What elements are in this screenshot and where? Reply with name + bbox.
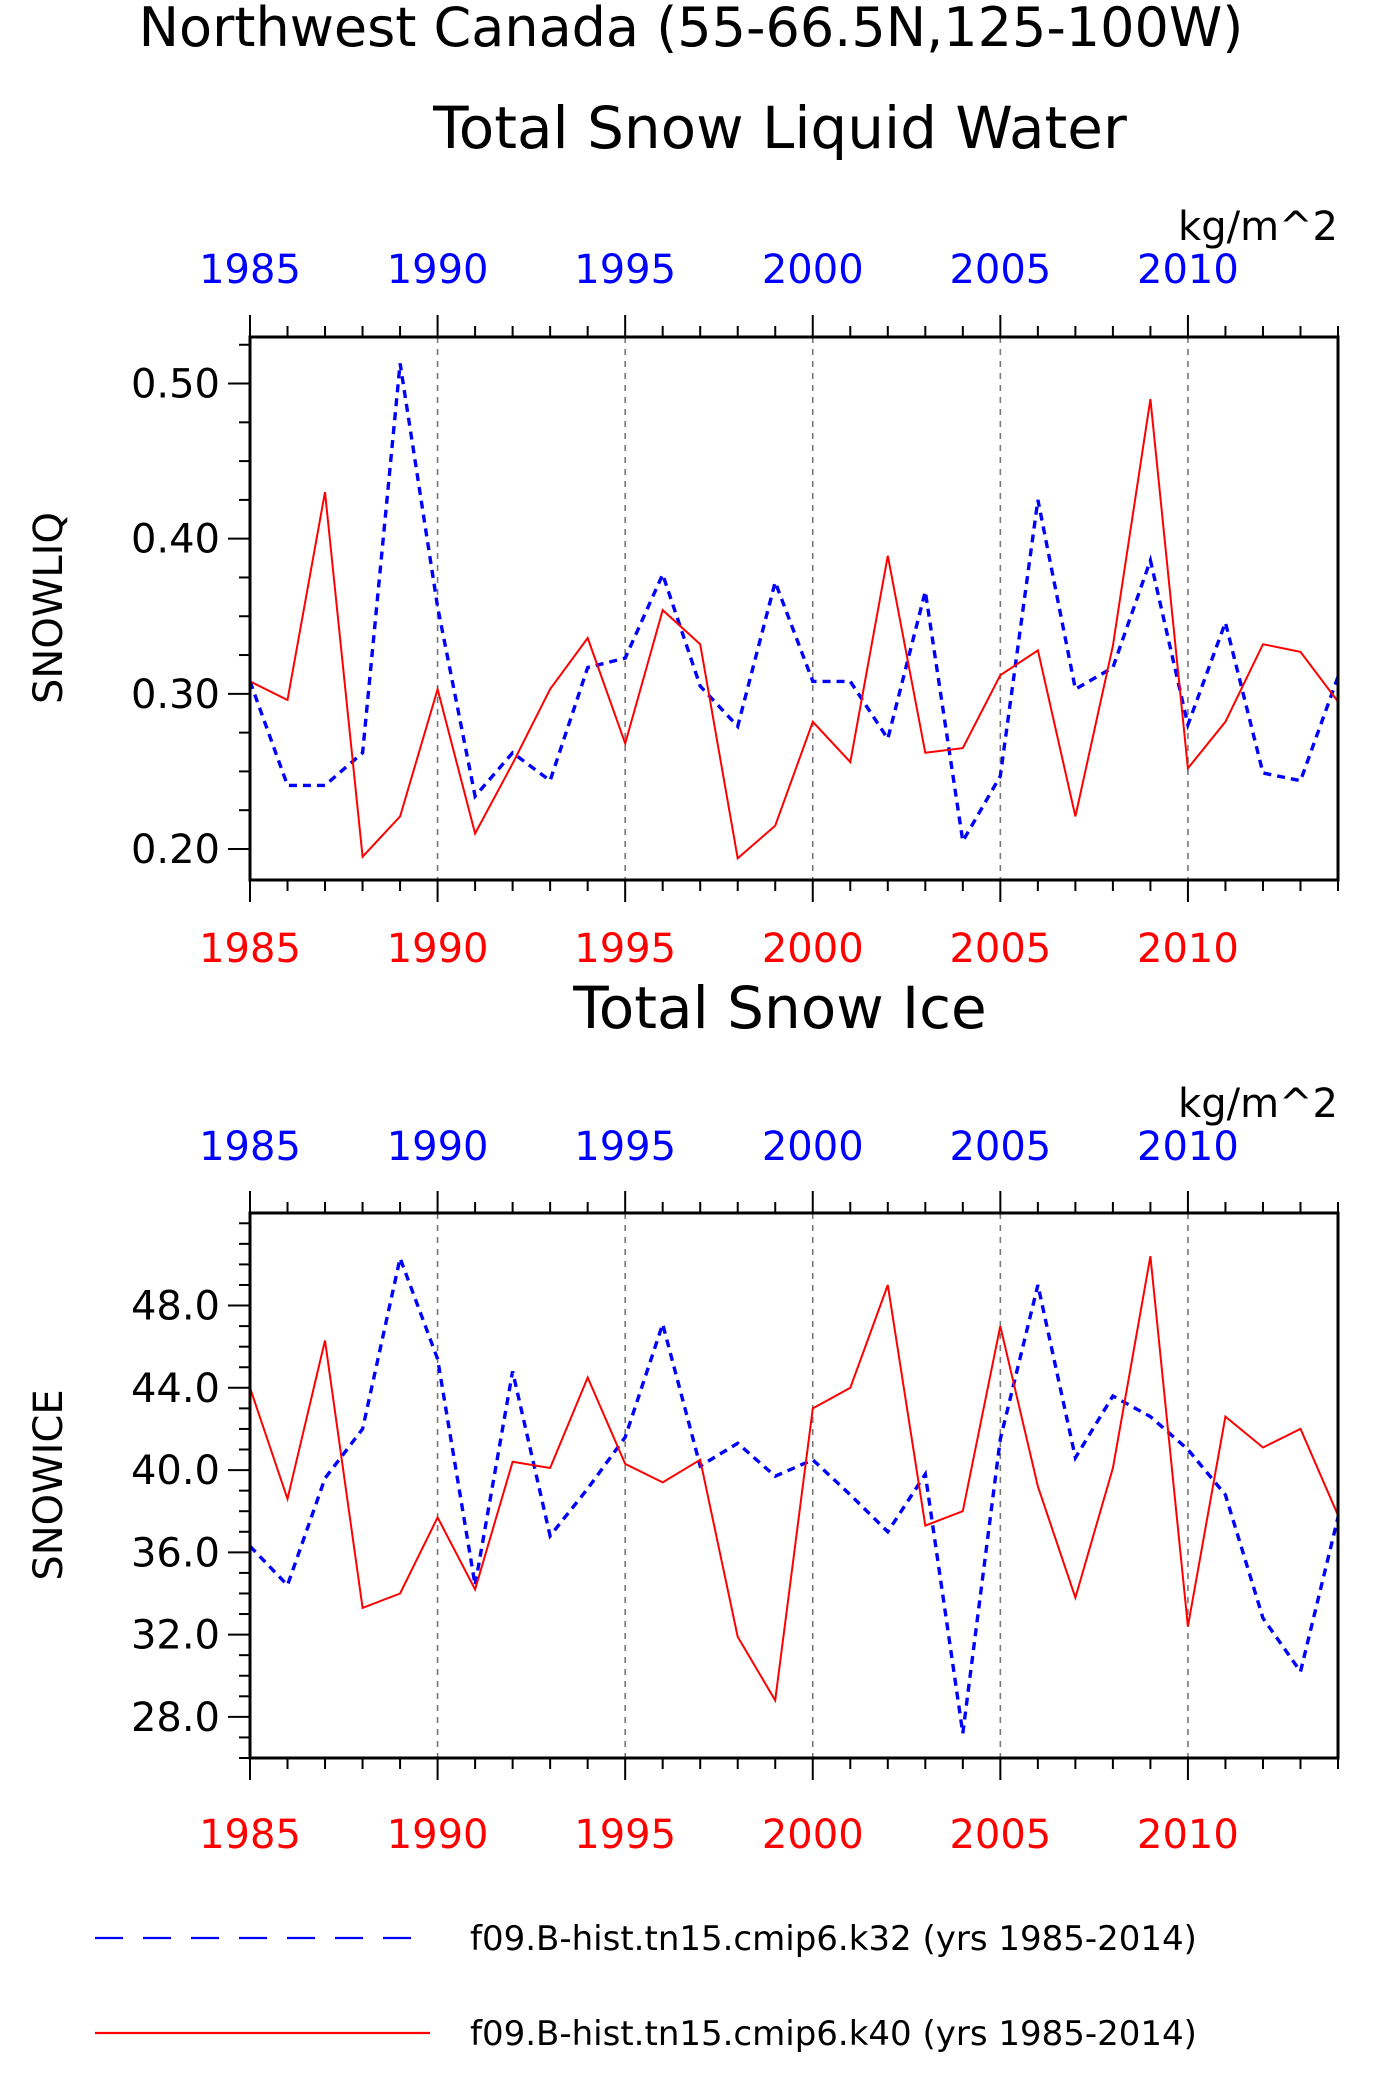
y-tick-label: 44.0 <box>131 1366 220 1412</box>
panel-title: Total Snow Liquid Water <box>432 94 1127 162</box>
series-line-k40 <box>249 1256 1339 1704</box>
y-axis-label: SNOWLIQ <box>26 512 72 704</box>
snowice-panel: Total Snow Ice kg/m^2 SNOWICE 1985 1985 1990 1… <box>26 974 1340 1858</box>
y-axis-label: SNOWICE <box>26 1389 72 1580</box>
x-tick-label-top: 1990 <box>387 247 489 293</box>
x-tick-label-bottom: 1990 <box>387 926 489 972</box>
series-line-k32 <box>248 1252 1340 1734</box>
series-line-k40 <box>249 398 1339 861</box>
x-tick-label-top: 2010 <box>1137 247 1239 293</box>
x-tick-label-top: 1990 <box>387 1124 489 1170</box>
x-tick-label-top: 1995 <box>574 247 676 293</box>
plot-frame <box>248 335 1340 882</box>
units-label: kg/m^2 <box>1178 204 1338 250</box>
y-tick-label: 32.0 <box>131 1613 220 1659</box>
y-tick-label: 48.0 <box>131 1284 220 1330</box>
x-tick-label-top: 2005 <box>949 247 1051 293</box>
panel-title: Total Snow Ice <box>572 974 987 1042</box>
x-tick-label-top: 1985 <box>199 1124 301 1170</box>
x-tick-label-bottom: 2005 <box>949 926 1051 972</box>
x-tick-label-bottom: 1990 <box>387 1812 489 1858</box>
x-tick-label-bottom: 2005 <box>949 1812 1051 1858</box>
x-tick-label-bottom: 2000 <box>762 926 864 972</box>
x-tick-label-top: 2005 <box>949 1124 1051 1170</box>
x-tick-label-bottom: 2010 <box>1137 1812 1239 1858</box>
x-tick-label-bottom: 2010 <box>1137 926 1239 972</box>
series-line-k32 <box>248 363 1340 847</box>
legend-label: f09.B-hist.tn15.cmip6.k40 (yrs 1985-2014… <box>470 2014 1197 2054</box>
x-tick-label-top: 2000 <box>762 1124 864 1170</box>
x-tick-label-top: 1995 <box>574 1124 676 1170</box>
plot-frame <box>248 1211 1340 1760</box>
x-tick-label-bottom: 2000 <box>762 1812 864 1858</box>
legend-label: f09.B-hist.tn15.cmip6.k32 (yrs 1985-2014… <box>470 1919 1197 1959</box>
y-tick-label: 0.40 <box>131 517 220 563</box>
y-tick-label: 0.50 <box>131 362 220 408</box>
snowliq-panel: Total Snow Liquid Water kg/m^2 SNOWLIQ 1985… <box>26 94 1340 972</box>
x-tick-label-bottom: 1985 <box>199 1812 301 1858</box>
y-tick-label: 36.0 <box>131 1530 220 1576</box>
x-tick-label-top: 2010 <box>1137 1124 1239 1170</box>
units-label: kg/m^2 <box>1178 1081 1338 1127</box>
x-tick-label-top: 1985 <box>199 247 301 293</box>
legend: f09.B-hist.tn15.cmip6.k32 (yrs 1985-2014… <box>95 1919 1197 2054</box>
y-tick-label: 40.0 <box>131 1448 220 1494</box>
y-tick-label: 0.20 <box>131 827 220 873</box>
x-tick-label-bottom: 1995 <box>574 1812 676 1858</box>
x-tick-label-bottom: 1995 <box>574 926 676 972</box>
y-tick-label: 0.30 <box>131 672 220 718</box>
x-tick-label-top: 2000 <box>762 247 864 293</box>
x-tick-label-bottom: 1985 <box>199 926 301 972</box>
y-tick-label: 28.0 <box>131 1695 220 1741</box>
page-title: Northwest Canada (55-66.5N,125-100W) <box>139 0 1244 59</box>
